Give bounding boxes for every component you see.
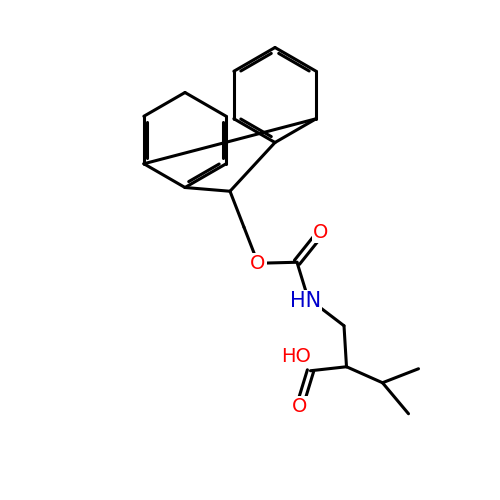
- Text: O: O: [292, 397, 307, 416]
- Text: HO: HO: [282, 347, 312, 366]
- Text: O: O: [314, 223, 328, 242]
- Text: O: O: [250, 254, 266, 272]
- Text: HN: HN: [290, 290, 321, 310]
